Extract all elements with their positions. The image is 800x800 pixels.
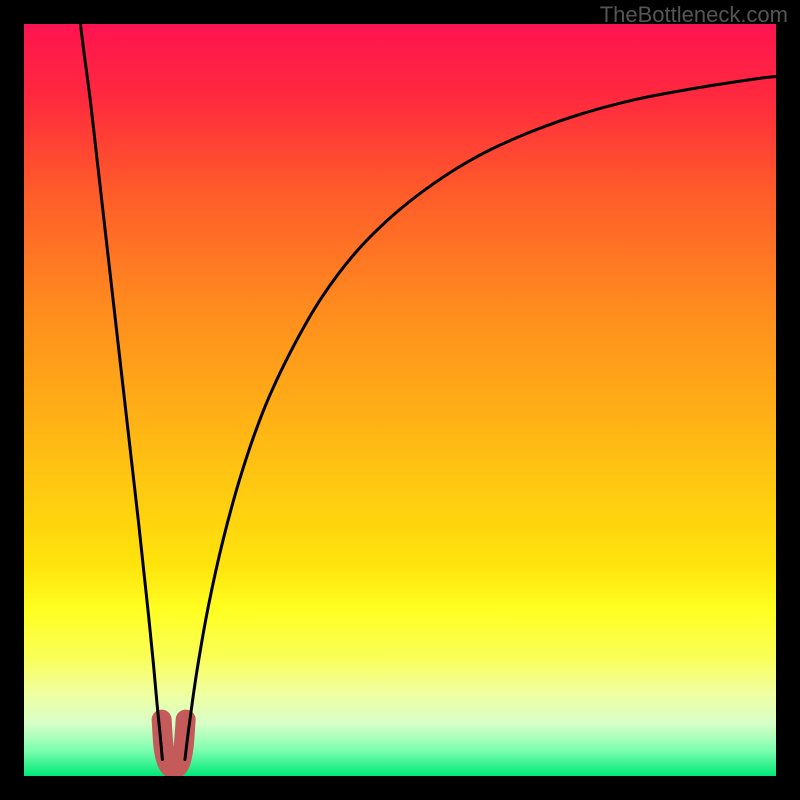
frame-border-right — [776, 0, 800, 800]
frame-border-left — [0, 0, 24, 800]
frame-border-bottom — [0, 776, 800, 800]
gradient-background — [24, 24, 776, 776]
chart-stage: TheBottleneck.com — [0, 0, 800, 800]
credit-text: TheBottleneck.com — [600, 2, 788, 28]
plot-svg — [24, 24, 776, 776]
plot-area — [24, 24, 776, 776]
